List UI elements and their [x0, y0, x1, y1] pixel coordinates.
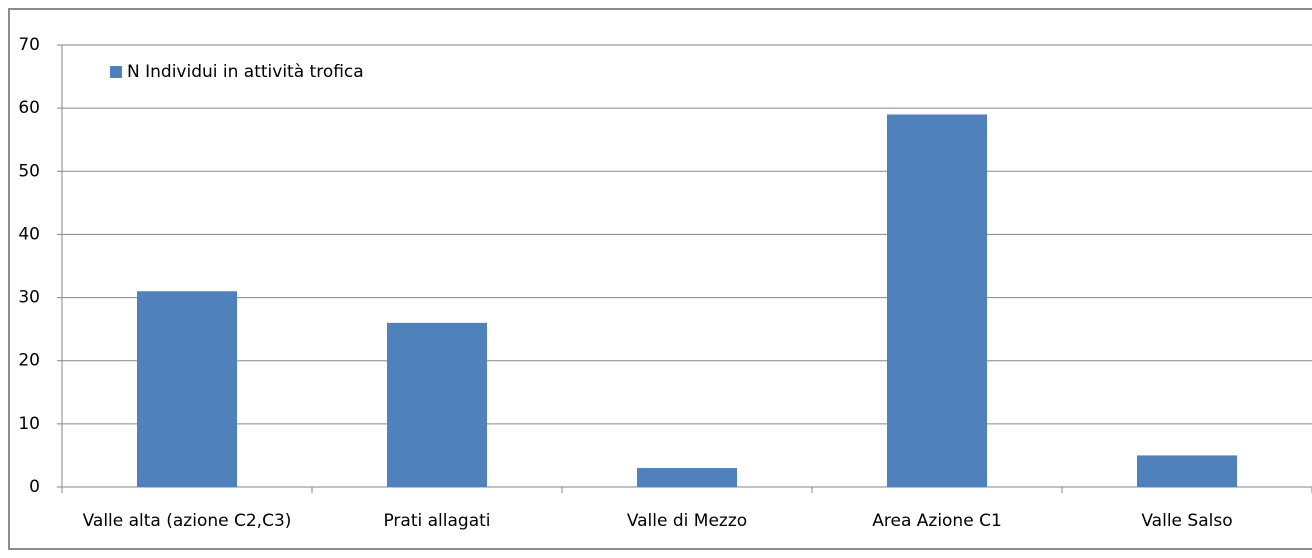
y-tick-label: 0: [29, 477, 40, 497]
x-tick-label: Valle alta (azione C2,C3): [83, 511, 292, 531]
y-tick-label: 60: [18, 98, 40, 118]
x-tick-label: Valle Salso: [1141, 511, 1232, 531]
x-tick-label: Valle di Mezzo: [627, 511, 747, 531]
y-tick-label: 10: [18, 414, 40, 434]
x-tick-label: Prati allagati: [383, 511, 490, 531]
y-tick-label: 50: [18, 161, 40, 181]
legend-label: N Individui in attività trofica: [127, 62, 364, 82]
y-tick-label: 40: [18, 224, 40, 244]
bar: [887, 114, 987, 487]
legend-swatch: [110, 66, 122, 78]
bar: [637, 468, 737, 487]
y-tick-label: 30: [18, 288, 40, 308]
x-tick-label: Area Azione C1: [872, 511, 1002, 531]
bar: [387, 322, 487, 487]
bar: [137, 291, 237, 487]
y-tick-label: 20: [18, 351, 40, 371]
y-tick-label: 70: [18, 35, 40, 55]
bar: [1137, 455, 1237, 487]
